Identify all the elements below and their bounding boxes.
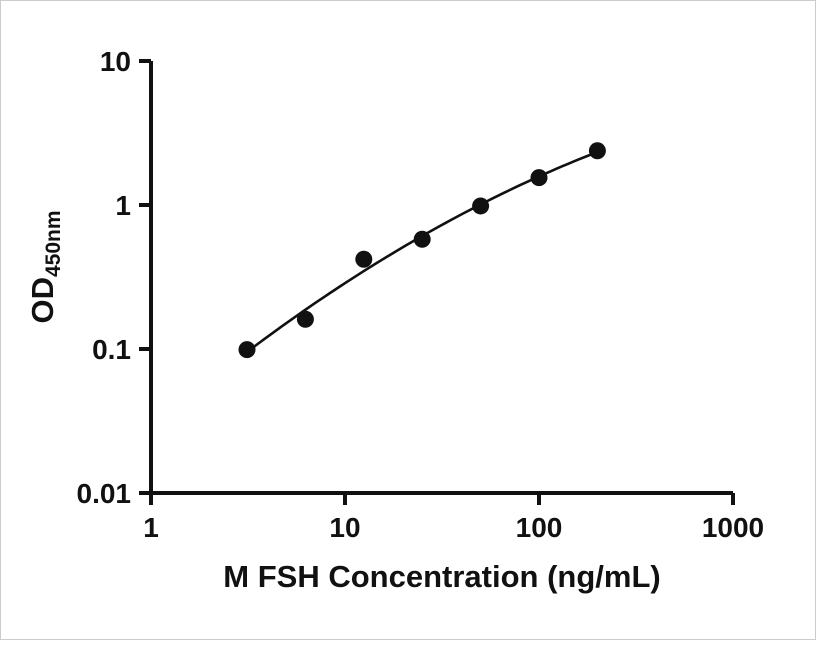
x-tick-label: 1000: [702, 512, 764, 543]
y-tick-label: 0.1: [92, 334, 131, 365]
data-point: [530, 169, 548, 187]
y-tick-label: 1: [115, 190, 131, 221]
x-tick-label: 100: [516, 512, 563, 543]
y-tick-label: 10: [100, 46, 131, 77]
x-axis-title: M FSH Concentration (ng/mL): [223, 559, 660, 594]
y-axis-title: OD450nm: [25, 210, 65, 323]
data-point: [472, 197, 490, 215]
plot-area: 1 10 100 1000 0.01 0.1 1 10: [77, 46, 765, 543]
data-point: [413, 230, 431, 248]
x-tick-label: 1: [143, 512, 159, 543]
data-point: [588, 142, 606, 160]
x-tick-label: 10: [329, 512, 360, 543]
data-point: [296, 310, 314, 328]
data-point: [238, 341, 256, 359]
y-axis-title-main: OD: [25, 277, 60, 324]
y-tick-label: 0.01: [77, 478, 132, 509]
y-axis-title-subscript: 450nm: [42, 210, 65, 277]
data-point: [355, 250, 373, 268]
axes-lines: [149, 61, 733, 495]
